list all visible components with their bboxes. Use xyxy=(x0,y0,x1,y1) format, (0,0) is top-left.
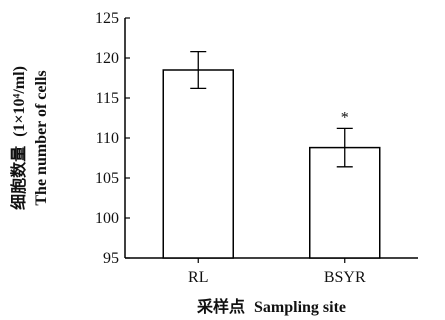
x-axis-title-cn: 采样点 xyxy=(196,297,245,316)
x-tick-label: BSYR xyxy=(324,269,366,286)
bar-rl xyxy=(162,69,234,259)
bars-group xyxy=(162,69,381,259)
x-axis-title: 采样点 Sampling site xyxy=(196,297,346,316)
y-tick-label: 125 xyxy=(95,10,119,27)
x-tick-label: RL xyxy=(188,269,208,286)
y-axis-title-cn: 细胞数量 xyxy=(9,146,28,210)
y-tick-label: 100 xyxy=(95,210,119,227)
y-axis-ticks: 95 100 105 110 115 120 125 xyxy=(95,10,130,267)
y-axis-title-unit: (1×10⁴/ml) xyxy=(11,66,28,137)
y-tick-label: 120 xyxy=(95,50,119,67)
x-axis-ticks: RL BSYR xyxy=(188,258,366,286)
significance-marker: * xyxy=(341,109,349,126)
y-tick-label: 110 xyxy=(96,130,119,147)
y-tick-label: 105 xyxy=(95,170,119,187)
error-bars-group xyxy=(190,50,353,168)
y-axis-title-line2: The number of cells xyxy=(33,70,50,205)
y-tick-label: 115 xyxy=(96,90,119,107)
y-axis-title-line1: 细胞数量 (1×10⁴/ml) xyxy=(9,66,28,210)
x-axis-title-en: Sampling site xyxy=(254,299,346,316)
y-tick-label: 95 xyxy=(103,250,119,267)
annotations-group: * xyxy=(341,109,349,126)
